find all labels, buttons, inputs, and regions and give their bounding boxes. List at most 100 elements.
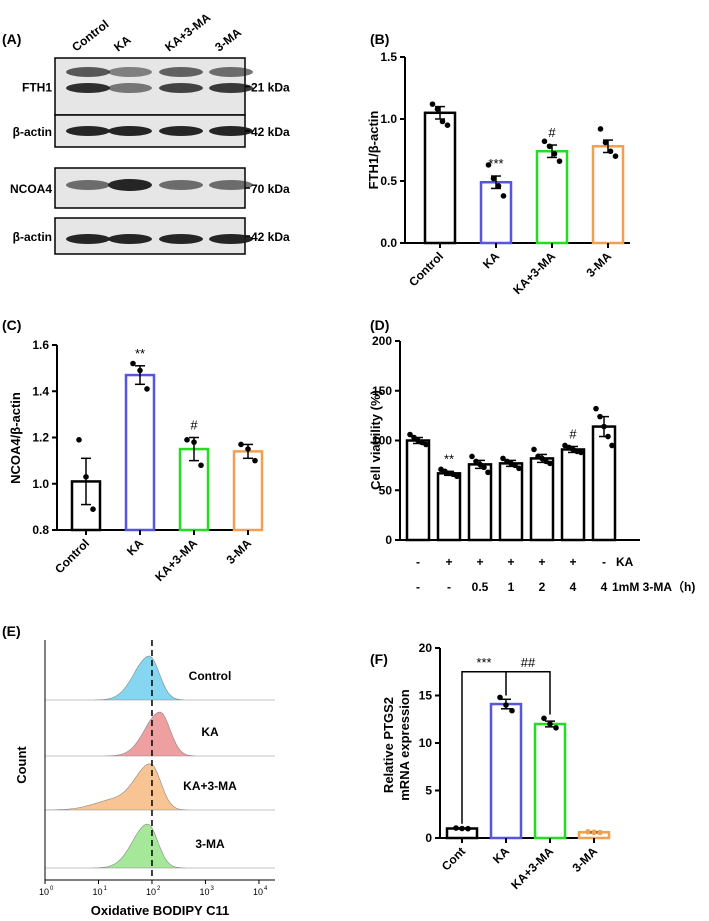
data-point bbox=[459, 825, 465, 832]
data-point bbox=[597, 413, 603, 420]
data-point bbox=[509, 707, 515, 714]
time-indicator: 2 bbox=[539, 580, 546, 594]
data-point bbox=[500, 193, 507, 199]
protein-band bbox=[108, 67, 152, 77]
data-point bbox=[531, 446, 537, 453]
panel-c-ncoa4-chart: (C) 0.8 1.0 1.2 1.4 1.6 NCOA4/β-actin Control **… bbox=[2, 317, 264, 584]
protein-band bbox=[159, 180, 203, 190]
data-point bbox=[444, 122, 451, 128]
x-tick-exponent: 1 bbox=[103, 886, 107, 892]
x-tick-exponent: 3 bbox=[210, 886, 214, 892]
x-tick-exponent: 4 bbox=[264, 886, 268, 892]
data-point bbox=[485, 469, 491, 476]
protein-band bbox=[66, 83, 110, 93]
significance-label: ** bbox=[444, 451, 454, 466]
x-tick-label: KA bbox=[490, 844, 512, 866]
x-tick-label: Control bbox=[406, 249, 446, 289]
y-tick-label: 0.0 bbox=[380, 236, 397, 250]
x-tick-label: KA+3-MA bbox=[152, 536, 200, 584]
data-point bbox=[605, 433, 611, 440]
data-point bbox=[137, 367, 143, 374]
protein-band bbox=[108, 83, 152, 93]
ka-indicator: - bbox=[416, 555, 420, 569]
y-tick-label: 50 bbox=[379, 483, 393, 497]
data-point bbox=[198, 462, 204, 469]
significance-bracket bbox=[461, 671, 507, 824]
data-point bbox=[541, 138, 548, 145]
data-point bbox=[495, 183, 502, 189]
protein-band bbox=[66, 67, 110, 77]
histogram-curve bbox=[44, 763, 275, 811]
marker-label: 42 kDa bbox=[251, 230, 290, 244]
data-point bbox=[439, 118, 446, 125]
bar bbox=[405, 439, 431, 542]
data-point bbox=[593, 405, 599, 412]
data-point bbox=[453, 825, 459, 831]
data-point bbox=[609, 442, 615, 449]
marker-label: 70 kDa bbox=[251, 182, 290, 196]
data-point bbox=[547, 721, 553, 727]
data-point bbox=[473, 458, 479, 465]
data-point bbox=[454, 473, 460, 480]
data-point bbox=[429, 101, 436, 107]
protein-band bbox=[108, 234, 152, 244]
y-tick-label: 150 bbox=[372, 384, 392, 398]
panel-label: (B) bbox=[370, 31, 389, 47]
significance-bracket bbox=[506, 671, 551, 715]
data-point bbox=[76, 437, 82, 443]
x-tick-label: KA bbox=[480, 249, 502, 271]
data-point bbox=[238, 441, 244, 448]
y-axis-title: Count bbox=[14, 746, 29, 784]
data-point bbox=[485, 162, 492, 168]
protein-band bbox=[209, 234, 253, 244]
data-point bbox=[407, 431, 413, 438]
bar bbox=[232, 450, 264, 532]
data-point bbox=[547, 460, 553, 467]
data-point bbox=[184, 437, 190, 443]
histogram-curve bbox=[45, 711, 275, 757]
y-axis-title: Cell viability (%) bbox=[368, 390, 383, 490]
histogram-curve bbox=[45, 823, 275, 869]
protein-band bbox=[209, 180, 253, 190]
y-tick-label: 1.0 bbox=[32, 477, 49, 491]
protein-band bbox=[66, 126, 110, 136]
y-tick-label: 1.5 bbox=[380, 50, 397, 64]
y-tick-label: 100 bbox=[372, 434, 392, 448]
data-point bbox=[512, 462, 518, 469]
lane-label: KA bbox=[111, 32, 134, 54]
panel-label: (A) bbox=[2, 31, 21, 47]
bar bbox=[529, 457, 555, 542]
x-tick-exponent: 2 bbox=[157, 886, 161, 892]
data-point bbox=[578, 449, 584, 456]
data-point bbox=[541, 715, 547, 722]
data-point bbox=[516, 465, 522, 472]
protein-band bbox=[159, 234, 203, 244]
data-point bbox=[144, 386, 150, 392]
data-point bbox=[601, 423, 607, 430]
time-indicator: 4 bbox=[570, 580, 577, 594]
bar bbox=[423, 111, 457, 245]
x-tick-label: 3-MA bbox=[583, 249, 614, 280]
protein-band bbox=[108, 179, 152, 191]
bracket-label: *** bbox=[476, 655, 491, 670]
series-label: KA bbox=[201, 725, 219, 739]
data-point bbox=[252, 457, 258, 464]
x-axis-title: Oxidative BODIPY C11 bbox=[91, 903, 230, 918]
y-axis-title: FTH1/β-actin bbox=[366, 111, 381, 190]
y-tick-label: 0 bbox=[425, 831, 432, 845]
ka-indicator: + bbox=[538, 555, 545, 569]
ka-indicator: - bbox=[602, 555, 606, 569]
bar bbox=[124, 373, 156, 532]
bar bbox=[479, 180, 513, 245]
data-point bbox=[551, 150, 558, 157]
data-point bbox=[434, 106, 441, 112]
bar bbox=[467, 463, 493, 542]
histogram-curve bbox=[45, 655, 275, 701]
y-tick-label: 0.8 bbox=[32, 523, 49, 537]
y-tick-label: 1.6 bbox=[32, 338, 49, 352]
y-tick-label: 1.4 bbox=[32, 384, 49, 398]
time-row-label: 1mM 3-MA（h) bbox=[612, 579, 695, 594]
x-tick-label: KA+3-MA bbox=[508, 844, 556, 892]
panel-label: (D) bbox=[370, 317, 389, 333]
x-tick-label: 10 bbox=[39, 887, 49, 897]
